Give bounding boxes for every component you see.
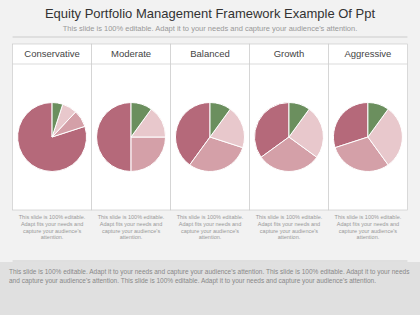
title: Equity Portfolio Management Framework Ex… — [45, 6, 376, 21]
pie — [97, 103, 166, 172]
background — [0, 0, 420, 315]
text-line: Adapt fits your needs and — [179, 221, 241, 227]
panel-box — [13, 44, 92, 210]
divider — [13, 64, 92, 65]
rule — [13, 261, 408, 262]
text-line: attention. — [199, 234, 222, 240]
rule — [13, 37, 408, 38]
text-line: and capture your audience's attention. T… — [9, 277, 376, 285]
text-line: capture your audience's — [102, 228, 160, 234]
panel-title: Aggressive — [344, 48, 391, 59]
pie — [254, 103, 323, 172]
chart-root: Equity Portfolio Management Framework Ex… — [0, 0, 420, 315]
caption: This slide is 100% editable.Adapt fits y… — [177, 214, 244, 240]
panel-title: Balanced — [190, 48, 230, 59]
panel-title: Moderate — [111, 48, 151, 59]
caption: This slide is 100% editable.Adapt fits y… — [19, 214, 86, 240]
text-line: This slide is 100% editable. — [256, 214, 323, 220]
panel-title: Growth — [274, 48, 305, 59]
pie — [333, 103, 402, 172]
panel-title: Conservative — [24, 48, 79, 59]
text-line: attention. — [278, 234, 301, 240]
pie-slice — [97, 103, 131, 172]
text-line: This slide is 100% editable. — [19, 214, 86, 220]
divider — [249, 64, 328, 65]
pie-slice — [52, 103, 63, 137]
panel: Conservative — [13, 44, 92, 210]
text-line: This slide is 100% editable. — [335, 214, 402, 220]
panel-box — [92, 44, 171, 210]
caption: This slide is 100% editable.Adapt fits y… — [256, 214, 323, 240]
text-line: Adapt fits your needs and — [21, 221, 83, 227]
text-line: This slide is 100% editable. Adapt it to… — [9, 268, 410, 276]
pie-slice — [210, 103, 230, 137]
pie — [176, 103, 245, 172]
caption: This slide is 100% editable.Adapt fits y… — [98, 214, 165, 240]
footer-box — [0, 262, 420, 315]
panel-box — [328, 44, 407, 210]
pie-slice — [368, 103, 388, 137]
panel: Moderate — [92, 44, 171, 210]
text-line: capture your audience's — [339, 228, 397, 234]
panel-box — [249, 44, 328, 210]
pie — [18, 103, 87, 172]
text-line: This slide is 100% editable. — [177, 214, 244, 220]
text-line: attention. — [41, 234, 64, 240]
text-line: attention. — [120, 234, 143, 240]
pie-slice — [131, 137, 165, 171]
text-line: capture your audience's — [23, 228, 81, 234]
divider — [171, 64, 250, 65]
panel: Balanced — [171, 44, 250, 210]
text-line: capture your audience's — [260, 228, 318, 234]
text-line: attention. — [357, 234, 380, 240]
text-line: capture your audience's — [181, 228, 239, 234]
pie-slice — [131, 103, 151, 137]
pie-slice — [289, 103, 309, 137]
caption: This slide is 100% editable.Adapt fits y… — [335, 214, 402, 240]
pie-slice — [18, 103, 87, 172]
text-line: Adapt fits your needs and — [258, 221, 320, 227]
footer: This slide is 100% editable. Adapt it to… — [9, 268, 410, 285]
panel-box — [171, 44, 250, 210]
text-line: Adapt fits your needs and — [100, 221, 162, 227]
panel: Aggressive — [328, 44, 407, 210]
divider — [92, 64, 171, 65]
subtitle: This slide is 100% editable. Adapt it to… — [63, 24, 358, 33]
panel: Growth — [249, 44, 328, 210]
divider — [328, 64, 407, 65]
text-line: Adapt fits your needs and — [337, 221, 399, 227]
text-line: This slide is 100% editable. — [98, 214, 165, 220]
